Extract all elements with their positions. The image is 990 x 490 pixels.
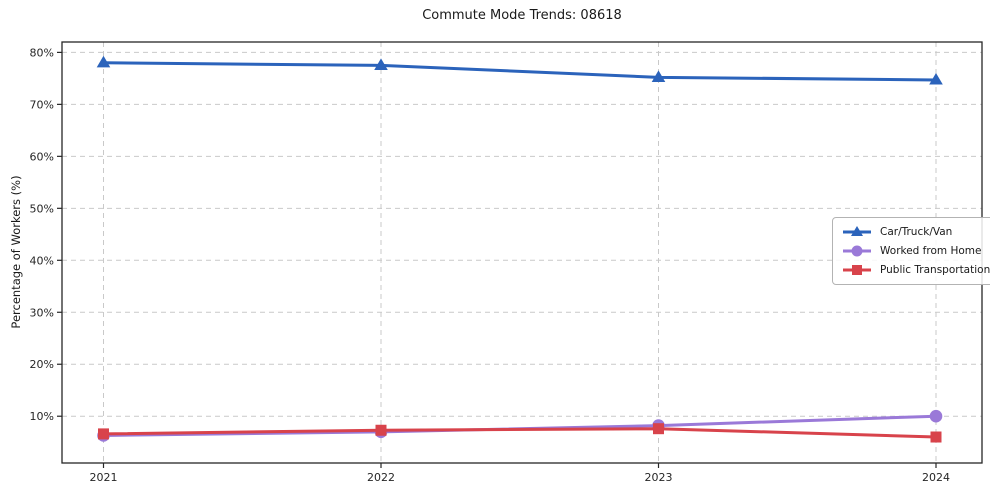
x-tick-label: 2023 [645,471,673,484]
data-point-triangle [374,58,388,70]
y-tick-label: 70% [30,98,54,111]
legend-item: Car/Truck/Van [842,225,990,239]
legend-square-icon [843,265,871,275]
y-tick-label: 40% [30,254,54,267]
legend-label: Worked from Home [880,245,982,257]
y-tick-label: 60% [30,150,54,163]
chart-legend: Car/Truck/Van Worked from Home Public Tran… [832,217,990,285]
data-point-circle [929,409,943,423]
legend-label: Public Transportation [880,264,990,276]
chart-title: Commute Mode Trends: 08618 [422,8,622,23]
data-point-square [653,423,664,435]
series-line-square [102,427,938,439]
data-point-square [98,428,109,440]
y-tick-label: 20% [30,358,54,371]
y-tick-label: 80% [30,46,54,59]
legend-label: Car/Truck/Van [880,226,953,238]
legend-triangle-icon [843,226,871,236]
y-tick-label: 50% [30,202,54,215]
y-tick-label: 10% [30,410,54,423]
legend-circle-icon [843,245,871,257]
data-point-triangle [651,70,666,82]
data-point-triangle [929,72,943,85]
legend-item: Public Transportation [842,263,990,277]
series-line-triangle [102,61,938,82]
plot-background [62,42,982,463]
data-point-square [930,431,942,443]
legend-item: Worked from Home [842,244,990,258]
x-tick-label: 2024 [922,471,950,484]
x-tick-label: 2022 [367,471,395,484]
x-tick-label: 2021 [90,471,118,484]
data-point-square [375,424,387,436]
y-tick-label: 30% [30,306,54,319]
data-point-triangle [96,55,111,68]
